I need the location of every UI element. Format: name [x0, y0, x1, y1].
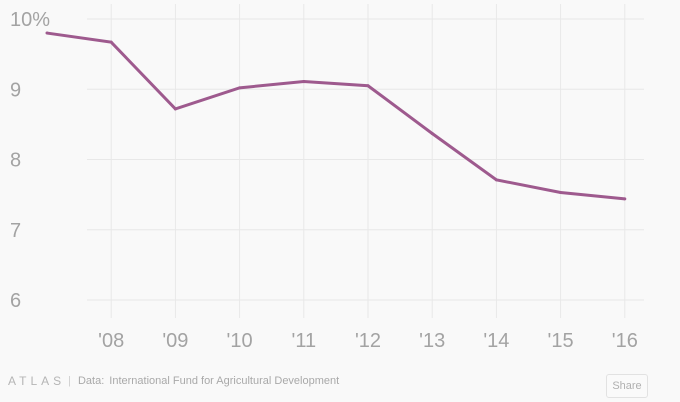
line-chart: 10% 9 8 7 6 '08 '09 '10 '11 '12 '13 '14 '15 '16 — [10, 4, 644, 352]
x-tick-label: '11 — [292, 330, 317, 352]
x-tick-label: '12 — [355, 330, 381, 352]
x-tick-label: '10 — [227, 330, 253, 352]
x-tick-label: '13 — [419, 330, 445, 352]
y-tick-label: 10% — [10, 9, 50, 31]
data-point — [366, 84, 370, 88]
footer: ATLAS | Data: International Fund for Agr… — [8, 374, 339, 388]
y-tick-label: 6 — [10, 290, 21, 312]
source-text: International Fund for Agricultural Deve… — [109, 375, 340, 387]
x-gridlines — [110, 4, 626, 318]
x-tick-label: '16 — [612, 330, 638, 352]
atlas-logo: ATLAS — [8, 374, 66, 388]
x-axis-labels: '08 '09 '10 '11 '12 '13 '14 '15 '16 — [98, 330, 638, 352]
data-point — [559, 191, 563, 195]
x-tick-label: '15 — [548, 330, 574, 352]
y-tick-label: 9 — [10, 79, 21, 101]
source-label: Data: — [77, 375, 105, 387]
data-point — [238, 86, 242, 90]
data-point — [45, 31, 49, 35]
series-line — [46, 31, 625, 201]
x-tick-label: '14 — [483, 330, 509, 352]
data-point — [623, 197, 627, 201]
data-point — [302, 80, 306, 84]
y-gridlines — [87, 18, 644, 301]
y-axis-labels: 10% 9 8 7 6 — [10, 9, 50, 312]
y-tick-label: 8 — [10, 150, 21, 172]
share-button[interactable]: Share — [606, 374, 648, 398]
data-point — [430, 132, 434, 136]
data-point — [109, 40, 113, 44]
y-tick-label: 7 — [10, 220, 21, 242]
data-point — [494, 178, 498, 182]
footer-separator: | — [68, 375, 71, 387]
data-point — [173, 107, 177, 111]
x-tick-label: '08 — [98, 330, 124, 352]
x-tick-label: '09 — [162, 330, 188, 352]
series-group — [45, 31, 627, 201]
